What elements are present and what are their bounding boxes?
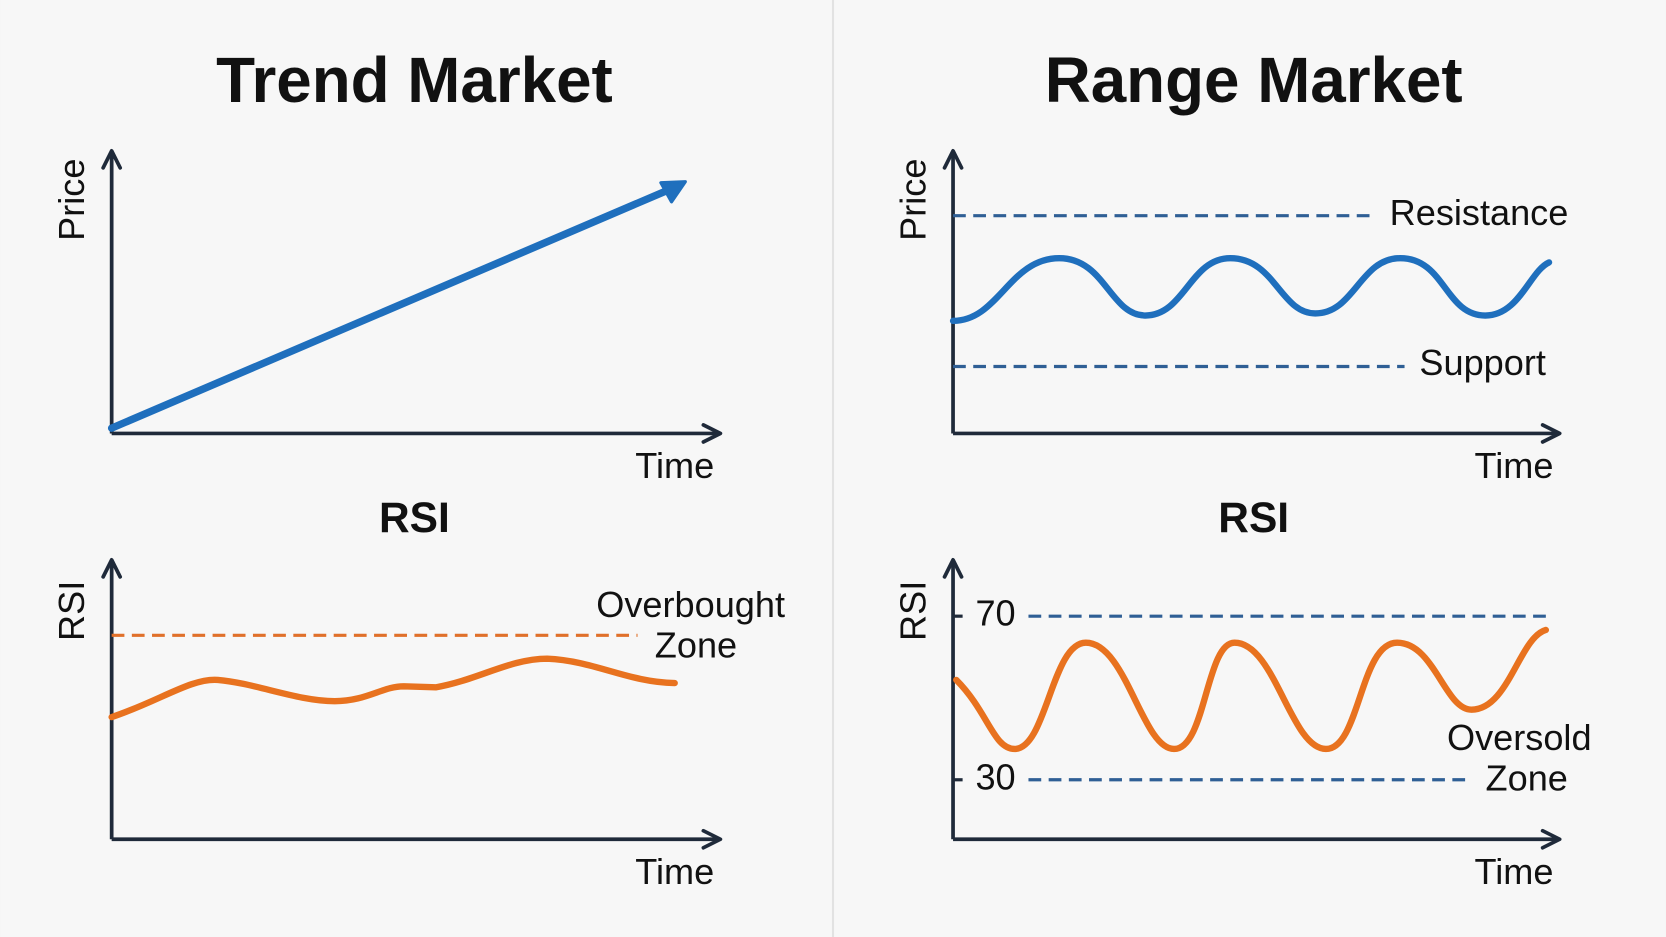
rsi-title: RSI (379, 495, 450, 542)
rsi-wave (953, 626, 1550, 753)
y-axis-label: Price (51, 159, 92, 241)
panel-title: Trend Market (216, 44, 613, 116)
y-axis-label: RSI (892, 581, 933, 641)
trend-line (107, 182, 682, 432)
x-axis-label: Time (1475, 445, 1554, 486)
annotation: Zone (1486, 757, 1568, 798)
trend-arrowhead (659, 180, 687, 204)
x-axis-label: Time (635, 851, 714, 892)
rsi-axes (942, 558, 1562, 850)
x-axis-label: Time (635, 445, 714, 486)
y-axis-label: Price (892, 159, 933, 241)
level-label: 70 (975, 593, 1015, 634)
annotation: Zone (655, 625, 737, 666)
y-axis-label: RSI (51, 581, 92, 641)
price-wave (949, 254, 1553, 325)
rsi-title: RSI (1218, 495, 1289, 542)
resistance-label: Resistance (1390, 192, 1569, 233)
x-axis-label: Time (1475, 851, 1554, 892)
level-label: 30 (975, 756, 1015, 797)
rsi-levels: 70 30 (953, 593, 1552, 797)
rsi-curve (108, 655, 678, 721)
panel-title: Range Market (1045, 44, 1463, 116)
annotation: Overbought (596, 584, 785, 625)
annotation: Oversold (1447, 717, 1592, 758)
price-axes (101, 148, 723, 444)
rsi-axes (101, 558, 723, 850)
price-axes (942, 148, 1562, 444)
support-label: Support (1419, 342, 1545, 383)
